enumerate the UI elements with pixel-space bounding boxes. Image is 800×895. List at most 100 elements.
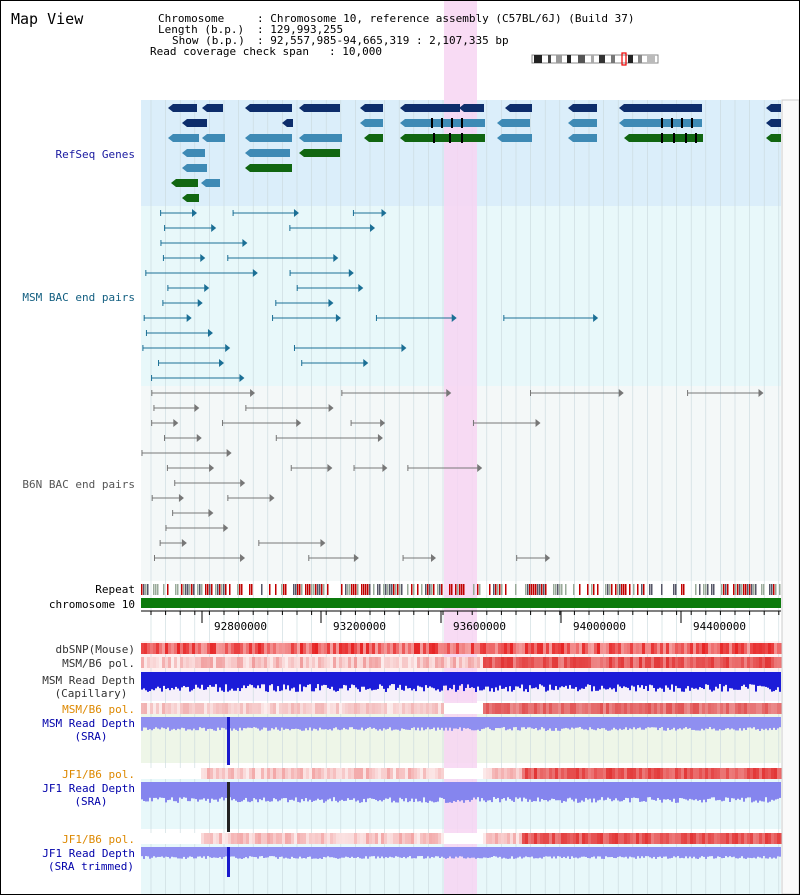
jf1-trim-depth xyxy=(217,847,219,858)
msm-cap-depth xyxy=(163,672,165,686)
jf1-trim-depth xyxy=(307,847,309,858)
jf1-trim-depth xyxy=(519,847,521,857)
msm-cap-depth xyxy=(291,672,293,689)
jf1-pol2-heat xyxy=(399,833,402,844)
msm-cap-depth xyxy=(399,672,401,685)
jf1-trim-depth xyxy=(589,847,591,859)
msm-pol-heat xyxy=(708,657,711,668)
jf1-trim-depth xyxy=(461,847,463,857)
jf1-sra-depth xyxy=(475,782,477,800)
msm-pol-heat xyxy=(351,657,354,668)
jf1-trim-depth xyxy=(775,847,777,859)
dbsnp-heat xyxy=(513,643,516,654)
jf1-trim-depth xyxy=(321,847,323,859)
jf1-pol2-heat xyxy=(642,833,645,844)
dbsnp-heat xyxy=(459,643,462,654)
msm-sra-depth xyxy=(299,717,301,730)
msm-pol-heat xyxy=(540,657,543,668)
msm-bac-label[interactable]: MSM BAC end pairs xyxy=(22,291,135,304)
jf1-trim-depth xyxy=(417,847,419,857)
jf1-pol2-heat xyxy=(465,833,468,844)
msm-pol-heat xyxy=(417,657,420,668)
repeat-mark xyxy=(463,584,465,595)
msm-pol2-heat xyxy=(390,703,393,714)
jf1-trim-depth xyxy=(771,847,773,859)
jf1-trim-depth xyxy=(535,847,537,859)
jf1-sra-depth xyxy=(497,782,499,798)
jf1-sra-depth xyxy=(451,782,453,803)
exon-mark xyxy=(673,133,675,143)
jf1-trim-depth xyxy=(243,847,245,859)
msm-cap-depth xyxy=(371,672,373,691)
msm-cap-depth xyxy=(415,672,417,692)
jf1-pol2-heat xyxy=(756,833,759,844)
dbsnp-heat xyxy=(657,643,660,654)
jf1-trim-depth xyxy=(587,847,589,859)
jf1-pol2-heat xyxy=(219,833,222,844)
msm-pol-heat xyxy=(414,657,417,668)
jf1-sra-depth xyxy=(591,782,593,803)
jf1-trim-depth xyxy=(565,847,567,859)
dbsnp-heat xyxy=(750,643,753,654)
msm-sra-depth xyxy=(577,717,579,728)
jf1-pol2-heat xyxy=(321,833,324,844)
msm-cap-depth xyxy=(383,672,385,689)
msm-pol-heat xyxy=(750,657,753,668)
msm-cap-depth xyxy=(361,672,363,687)
jf1-pol2-heat xyxy=(186,833,189,844)
msm-pol-heat xyxy=(522,657,525,668)
jf1-sra-depth xyxy=(629,782,631,803)
jf1-pol-heat xyxy=(165,768,168,779)
dbsnp-heat xyxy=(627,643,630,654)
jf1-pol-heat xyxy=(504,768,507,779)
msm-cap-depth xyxy=(155,672,157,689)
jf1-trim-depth xyxy=(541,847,543,859)
jf1-pol-heat xyxy=(660,768,663,779)
dbsnp-heat xyxy=(435,643,438,654)
jf1-pol2-heat xyxy=(198,833,201,844)
msm-cap-depth xyxy=(211,672,213,687)
msm-pol2-heat xyxy=(357,703,360,714)
msm-sra-depth xyxy=(607,717,609,731)
msm-pol-heat xyxy=(654,657,657,668)
msm-pol-heat xyxy=(345,657,348,668)
jf1-pol2-heat xyxy=(327,833,330,844)
msm-pol-heat xyxy=(189,657,192,668)
b6n-bac-label[interactable]: B6N BAC end pairs xyxy=(22,478,135,491)
jf1-trim-depth xyxy=(677,847,679,857)
msm-pol2-heat xyxy=(147,703,150,714)
msm-pol2-heat xyxy=(630,703,633,714)
jf1-pol-heat xyxy=(717,768,720,779)
jf1-pol-heat xyxy=(216,768,219,779)
gene-feature xyxy=(176,179,198,187)
repeat-mark xyxy=(593,584,595,595)
jf1-trim-depth xyxy=(251,847,253,857)
repeat-mark xyxy=(661,584,663,595)
msm-pol2-heat xyxy=(252,703,255,714)
msm-pol2-heat xyxy=(279,703,282,714)
jf1-trim-depth xyxy=(717,847,719,857)
dbsnp-heat xyxy=(495,643,498,654)
gene-arrow xyxy=(360,104,365,112)
msm-pol2-heat xyxy=(423,703,426,714)
jf1-trim-depth xyxy=(339,847,341,859)
msm-cap-depth xyxy=(161,672,163,692)
msm-sra-depth xyxy=(525,717,527,730)
jf1-pol-heat xyxy=(192,768,195,779)
msm-cap-depth xyxy=(249,672,251,685)
dbsnp-heat xyxy=(462,643,465,654)
msm-sra-depth xyxy=(609,717,611,731)
msm-sra-depth xyxy=(467,717,469,729)
jf1-pol-heat xyxy=(573,768,576,779)
msm-sra-depth xyxy=(675,717,677,731)
jf1-sra-depth xyxy=(465,782,467,801)
dbsnp-heat xyxy=(570,643,573,654)
jf1-sra-depth xyxy=(673,782,675,799)
msm-sra-depth xyxy=(359,717,361,730)
jf1-trim-depth xyxy=(751,847,753,859)
msm-sra-depth xyxy=(749,717,751,728)
jf1-pol-heat xyxy=(303,768,306,779)
jf1-sra-depth xyxy=(445,782,447,803)
refseq-genes-label[interactable]: RefSeq Genes xyxy=(55,148,135,161)
